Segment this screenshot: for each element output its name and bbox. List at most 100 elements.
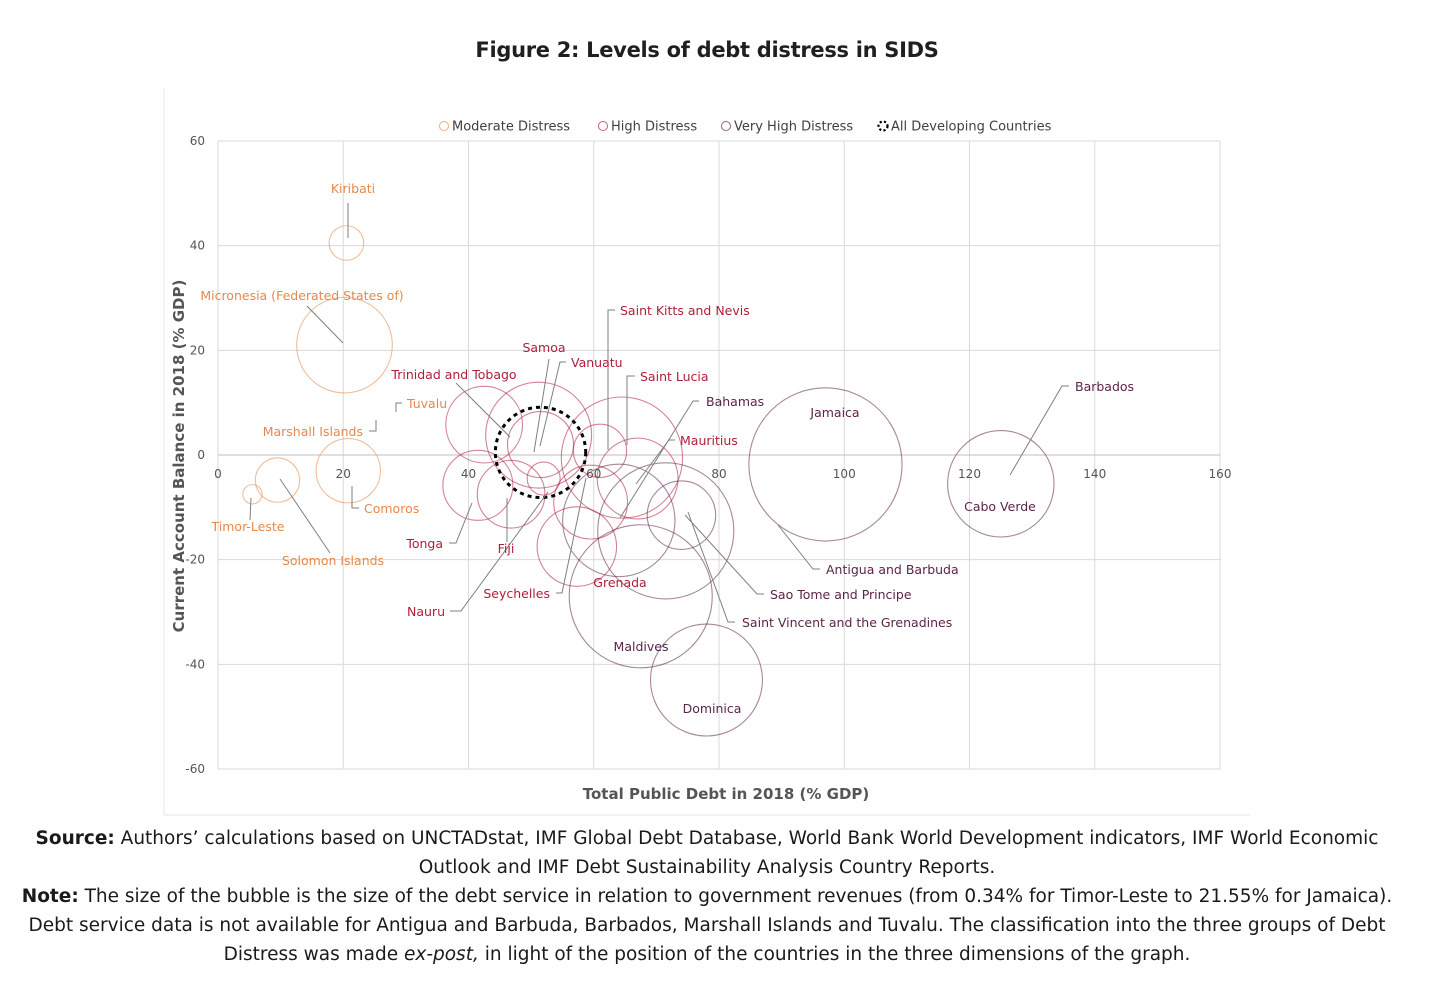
bubble-sao-tome-and-principe xyxy=(597,462,735,600)
leader-micronesia-federated-states-of xyxy=(306,305,344,344)
bubble-trinidad-and-tobago xyxy=(445,385,524,464)
leader-marshall-islands xyxy=(369,420,377,432)
x-tick-label: 0 xyxy=(214,467,222,481)
label-comoros: Comoros xyxy=(364,501,419,516)
label-saint-kitts-and-nevis: Saint Kitts and Nevis xyxy=(620,303,750,318)
label-grenada: Grenada xyxy=(593,575,646,590)
source-text: Authors’ calculations based on UNCTADsta… xyxy=(120,828,1379,878)
bubble-jamaica xyxy=(748,387,903,542)
note-italic: ex-post, xyxy=(403,944,479,965)
source-paragraph: Source: Authors’ calculations based on U… xyxy=(20,824,1394,882)
x-tick-label: 40 xyxy=(461,467,476,481)
y-axis-label: Current Account Balance in 2018 (% GDP) xyxy=(170,280,188,633)
leader-comoros xyxy=(351,486,359,509)
x-tick-label: 20 xyxy=(336,467,351,481)
bubble-kiribati xyxy=(328,225,365,261)
label-solomon-islands: Solomon Islands xyxy=(282,553,384,568)
y-tick-label: 20 xyxy=(190,343,205,357)
label-trinidad-and-tobago: Trinidad and Tobago xyxy=(390,367,516,382)
legend-marker-moderate-distress xyxy=(439,121,449,131)
bubble-micronesia-federated-states-of xyxy=(296,296,393,394)
note-paragraph: Note: The size of the bubble is the size… xyxy=(20,882,1394,969)
bubble-mauritius xyxy=(596,437,679,520)
bubble-grenada xyxy=(553,464,629,540)
bubble-saint-lucia xyxy=(560,396,684,519)
leader-trinidad-and-tobago xyxy=(455,382,511,438)
bubble-chart: 0 20 40 60 80 100 120 140 160 -60 -40 -20 0 20 40 60 Ki… xyxy=(163,88,1250,816)
label-vanuatu: Vanuatu xyxy=(571,355,623,370)
legend-label-moderate-distress: Moderate Distress xyxy=(452,120,570,135)
legend-marker-all-developing-countries xyxy=(877,120,889,132)
label-bahamas: Bahamas xyxy=(706,394,764,409)
leader-solomon-islands xyxy=(279,478,331,554)
figure-title: Figure 2: Levels of debt distress in SID… xyxy=(475,38,939,62)
x-tick-label: 140 xyxy=(1083,467,1106,481)
label-maldives: Maldives xyxy=(614,639,669,654)
label-tuvalu: Tuvalu xyxy=(406,396,447,411)
note-text-2: in light of the position of the countrie… xyxy=(484,944,1191,965)
bubble-dominica xyxy=(649,623,763,737)
label-kiribati: Kiribati xyxy=(331,181,375,196)
y-tick-label: 40 xyxy=(190,239,205,253)
label-cabo-verde: Cabo Verde xyxy=(964,499,1036,514)
x-tick-label: 120 xyxy=(958,467,981,481)
x-tick-label: 60 xyxy=(586,467,601,481)
label-timor-leste: Timor-Leste xyxy=(211,519,285,534)
bubble-maldives xyxy=(568,524,713,669)
leader-vanuatu xyxy=(539,361,566,447)
label-dominica: Dominica xyxy=(683,701,742,716)
leader-seychelles xyxy=(556,477,587,594)
leader-bahamas xyxy=(619,400,699,519)
label-fiji: Fiji xyxy=(498,541,515,556)
x-tick-label: 160 xyxy=(1209,467,1232,481)
bubble-fiji xyxy=(476,459,546,529)
leader-saint-kitts-and-nevis xyxy=(607,309,615,450)
legend: Moderate Distress High Distress Very High … xyxy=(439,120,1052,135)
leader-lines xyxy=(249,203,1069,623)
figure-notes: Source: Authors’ calculations based on U… xyxy=(20,824,1394,969)
leader-timor-leste xyxy=(249,497,252,521)
label-samoa: Samoa xyxy=(522,340,565,355)
legend-label-all-developing-countries: All Developing Countries xyxy=(891,120,1052,135)
y-tick-label: -40 xyxy=(185,657,205,671)
x-tick-label: 100 xyxy=(833,467,856,481)
bubble-solomon-islands xyxy=(254,457,301,503)
label-tonga: Tonga xyxy=(405,536,443,551)
x-axis-label: Total Public Debt in 2018 (% GDP) xyxy=(583,785,870,803)
label-antigua-and-barbuda: Antigua and Barbuda xyxy=(826,562,959,577)
bubbles xyxy=(242,225,1055,737)
country-labels: Kiribati Micronesia (Federated States of)… xyxy=(200,181,1134,716)
leader-saint-vincent-and-the-grenadines xyxy=(687,511,735,623)
y-tick-label: 60 xyxy=(190,134,205,148)
bubble-seychelles xyxy=(536,506,618,587)
bubble-cabo-verde xyxy=(947,430,1055,538)
bubble-bahamas xyxy=(562,463,676,578)
x-tick-label: 80 xyxy=(711,467,726,481)
grid-lines xyxy=(217,140,1221,770)
label-saint-vincent-and-the-grenadines: Saint Vincent and the Grenadines xyxy=(742,615,952,630)
bubble-saint-vincent-and-the-grenadines xyxy=(646,480,717,550)
label-saint-lucia: Saint Lucia xyxy=(640,369,709,384)
label-seychelles: Seychelles xyxy=(483,586,550,601)
label-sao-tome-and-principe: Sao Tome and Principe xyxy=(770,587,912,602)
bubble-nauru xyxy=(526,461,561,496)
legend-label-high-distress: High Distress xyxy=(611,120,697,135)
source-label: Source: xyxy=(35,828,115,849)
leader-antigua-and-barbuda xyxy=(777,524,820,570)
leader-sao-tome-and-principe xyxy=(684,514,764,595)
leader-nauru xyxy=(450,491,549,612)
note-text-1: The size of the bubble is the size of th… xyxy=(28,886,1393,965)
label-nauru: Nauru xyxy=(407,604,445,619)
legend-marker-high-distress xyxy=(598,121,608,131)
bubble-samoa xyxy=(485,381,593,489)
leader-samoa xyxy=(533,358,550,453)
y-tick-label: 0 xyxy=(197,448,205,462)
bubble-timor-leste xyxy=(242,484,263,505)
leader-saint-lucia xyxy=(626,375,635,445)
bubble-comoros xyxy=(315,437,381,504)
label-micronesia-federated-states-of: Micronesia (Federated States of) xyxy=(200,288,403,303)
leader-barbados xyxy=(1009,385,1069,476)
legend-marker-very-high-distress xyxy=(721,121,731,131)
leader-tuvalu xyxy=(395,402,402,412)
label-marshall-islands: Marshall Islands xyxy=(263,424,363,439)
